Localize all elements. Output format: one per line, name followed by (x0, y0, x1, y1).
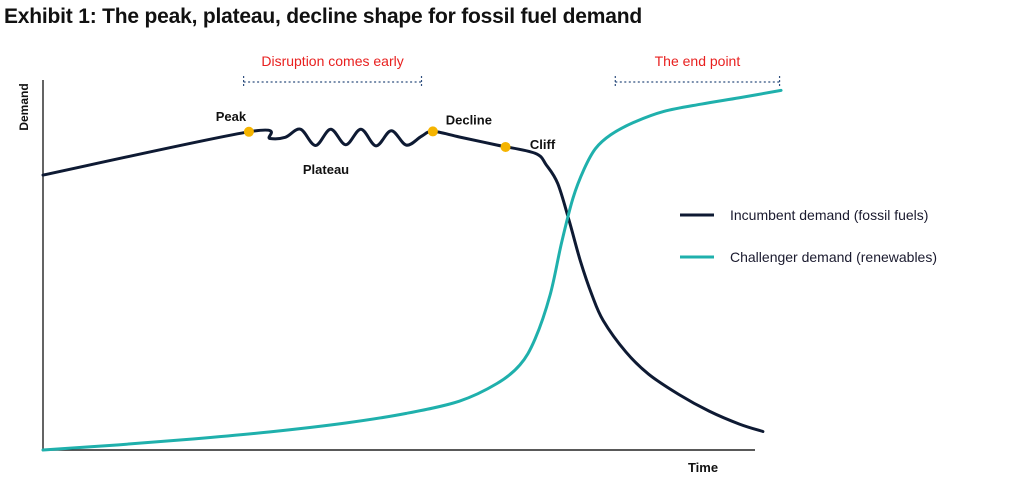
x-axis-label: Time (688, 460, 718, 475)
marker-peak (243, 126, 254, 137)
legend-label-challenger: Challenger demand (renewables) (730, 249, 937, 265)
y-axis-label: Demand (17, 83, 31, 130)
annotation-end-point: The end point (655, 53, 741, 69)
annotation-disruption: Disruption comes early (261, 53, 403, 69)
label-cliff: Cliff (530, 137, 556, 152)
label-plateau: Plateau (303, 162, 349, 177)
marker-decline (427, 126, 438, 137)
chart-labels: Peak Decline Cliff Plateau Disruption comes … (216, 53, 741, 177)
series-lines (41, 88, 783, 452)
series-line-challenger (41, 88, 783, 452)
point-markers (243, 126, 511, 152)
label-peak: Peak (216, 109, 247, 124)
axes: Time Demand (17, 80, 755, 475)
chart-title: Exhibit 1: The peak, plateau, decline sh… (4, 5, 642, 28)
marker-cliff (500, 141, 511, 152)
annotation-brackets (243, 76, 781, 88)
label-decline: Decline (446, 112, 492, 127)
series-line-incumbent (41, 127, 765, 433)
legend-label-incumbent: Incumbent demand (fossil fuels) (730, 207, 928, 223)
legend: Incumbent demand (fossil fuels) Challenge… (680, 207, 937, 265)
